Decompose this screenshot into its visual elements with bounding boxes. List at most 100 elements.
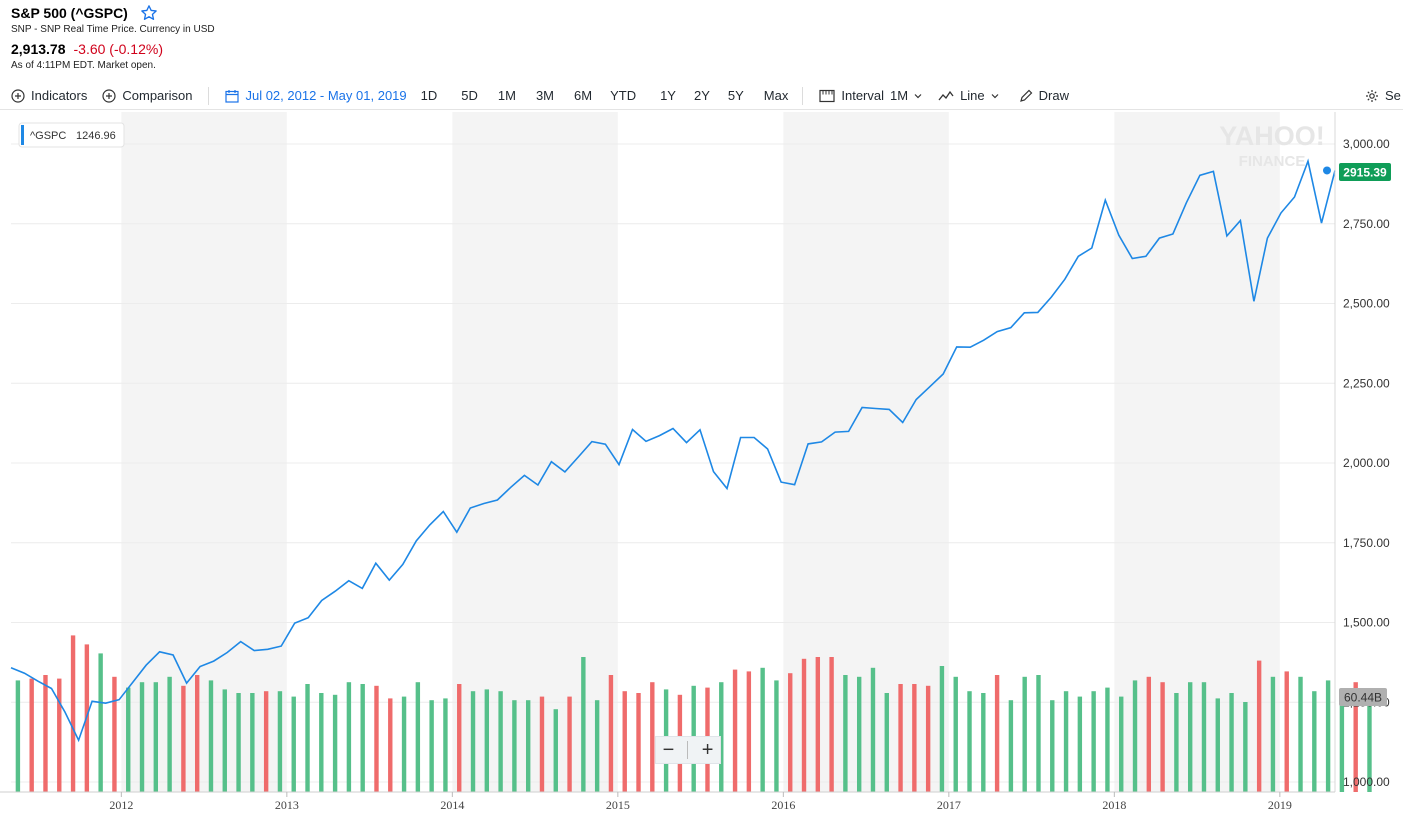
range-button-1d[interactable]: 1D (420, 88, 438, 103)
x-tick-label: 2016 (771, 798, 795, 812)
volume-bar (1036, 675, 1041, 792)
range-button-ytd[interactable]: YTD (610, 88, 637, 103)
volume-bar (1256, 660, 1262, 792)
range-button-6m[interactable]: 6M (574, 88, 593, 103)
volume-bar (236, 693, 241, 792)
indicators-button[interactable]: Indicators (11, 88, 87, 103)
volume-bar (457, 684, 462, 792)
volume-bar (1201, 682, 1207, 792)
volume-bar (263, 691, 269, 792)
volume-bar (512, 700, 517, 792)
toolbar-divider (802, 86, 804, 105)
y-tick-label: 1,000.00 (1343, 775, 1390, 789)
add-circle-icon (11, 88, 25, 103)
price-change: -3.60 (-0.12%) (73, 41, 163, 57)
x-tick-label: 2015 (606, 798, 630, 812)
volume-bar (939, 666, 945, 792)
volume-bar (208, 680, 214, 792)
x-tick-label: 2012 (109, 798, 133, 812)
x-tick-label: 2017 (937, 798, 961, 812)
volume-bar (29, 678, 34, 792)
line-chart-icon (938, 90, 954, 100)
range-button-5d[interactable]: 5D (461, 88, 478, 103)
year-bands (121, 112, 1280, 792)
zoom-out-button[interactable]: − (662, 739, 675, 761)
volume-bar (760, 667, 765, 792)
chart-type-dropdown[interactable]: Line (938, 88, 999, 103)
range-button-2y[interactable]: 2Y (693, 88, 710, 103)
volume-bar (898, 684, 903, 792)
volume-bar (1132, 680, 1138, 792)
range-button-3m[interactable]: 3M (535, 88, 555, 103)
volume-bar (305, 684, 310, 792)
legend-swatch (21, 125, 24, 145)
pencil-icon (1019, 89, 1032, 102)
volume-bar (484, 689, 490, 792)
volume-bar (388, 698, 393, 792)
volume-bar (374, 685, 379, 792)
settings-button[interactable]: Se (1365, 88, 1403, 103)
volume-bar (98, 653, 103, 792)
date-range-label: Jul 02, 2012 - May 01, 2019 (245, 88, 407, 103)
volume-bar (1284, 671, 1289, 792)
volume-bar (1174, 693, 1179, 792)
volume-bar (498, 691, 503, 792)
range-button-max[interactable]: Max (763, 88, 789, 103)
volume-label: 60.44B (1344, 691, 1382, 705)
volume-bar (181, 685, 186, 792)
volume-bar (126, 687, 131, 792)
last-price-badge: 2915.39 (1339, 163, 1391, 181)
x-axis: 2012 2013 2014 2015 2016 2017 2018 2019 (0, 791, 1335, 812)
toolbar-divider (208, 86, 210, 105)
last-price-label: 2915.39 (1343, 166, 1387, 180)
volume-bar (636, 693, 641, 792)
volume-bar (843, 675, 848, 792)
watermark-line2: FINANCE (1239, 153, 1306, 170)
range-button-1y[interactable]: 1Y (660, 88, 676, 103)
star-icon[interactable] (140, 4, 158, 22)
watermark-line1: YAHOO! (1219, 121, 1325, 151)
volume-bar (981, 693, 986, 792)
zoom-in-button[interactable]: + (701, 739, 714, 761)
volume-bar (291, 696, 296, 792)
x-tick-label: 2014 (440, 798, 464, 812)
volume-bar (925, 685, 931, 792)
volume-bar (1215, 698, 1220, 792)
chart-type-label: Line (960, 88, 985, 103)
volume-bar (1050, 700, 1055, 792)
volume-bar (15, 680, 21, 792)
yahoo-finance-watermark: YAHOO! FINANCE (1219, 121, 1325, 170)
volume-bar (167, 676, 172, 792)
price-line (10, 158, 1336, 743)
range-button-1m[interactable]: 1M (497, 88, 516, 103)
interval-dropdown[interactable]: Interval 1M (819, 88, 922, 103)
volume-bar (829, 657, 834, 792)
volume-bar (139, 682, 145, 792)
volume-bar (870, 667, 876, 792)
volume-bar (443, 698, 448, 792)
zoom-divider (687, 741, 689, 759)
volume-bar (222, 689, 227, 792)
volume-bar (719, 682, 724, 792)
gear-icon (1366, 89, 1378, 102)
volume-bar (912, 684, 917, 792)
volume-bar (277, 691, 283, 792)
price-chart[interactable]: YAHOO! FINANCE 3,000.00 2,750.00 2,500.00 2… (0, 112, 1403, 829)
date-range-picker[interactable]: Jul 02, 2012 - May 01, 2019 (225, 88, 407, 103)
current-price: 2,913.78 (11, 41, 66, 57)
volume-bar (415, 682, 421, 792)
volume-bar (153, 682, 159, 792)
volume-bar (1119, 696, 1124, 792)
volume-bar (1146, 676, 1152, 792)
comparison-button[interactable]: Comparison (102, 88, 192, 103)
volume-bar (953, 676, 958, 792)
x-tick-label: 2013 (275, 798, 299, 812)
volume-bars (15, 635, 1372, 792)
draw-button[interactable]: Draw (1019, 88, 1069, 103)
volume-bar (1187, 682, 1193, 792)
volume-bar (401, 696, 407, 792)
year-band-2014 (452, 112, 618, 792)
range-button-5y[interactable]: 5Y (727, 88, 744, 103)
volume-badge: 60.44B (1339, 688, 1387, 706)
volume-bar (1105, 687, 1110, 792)
